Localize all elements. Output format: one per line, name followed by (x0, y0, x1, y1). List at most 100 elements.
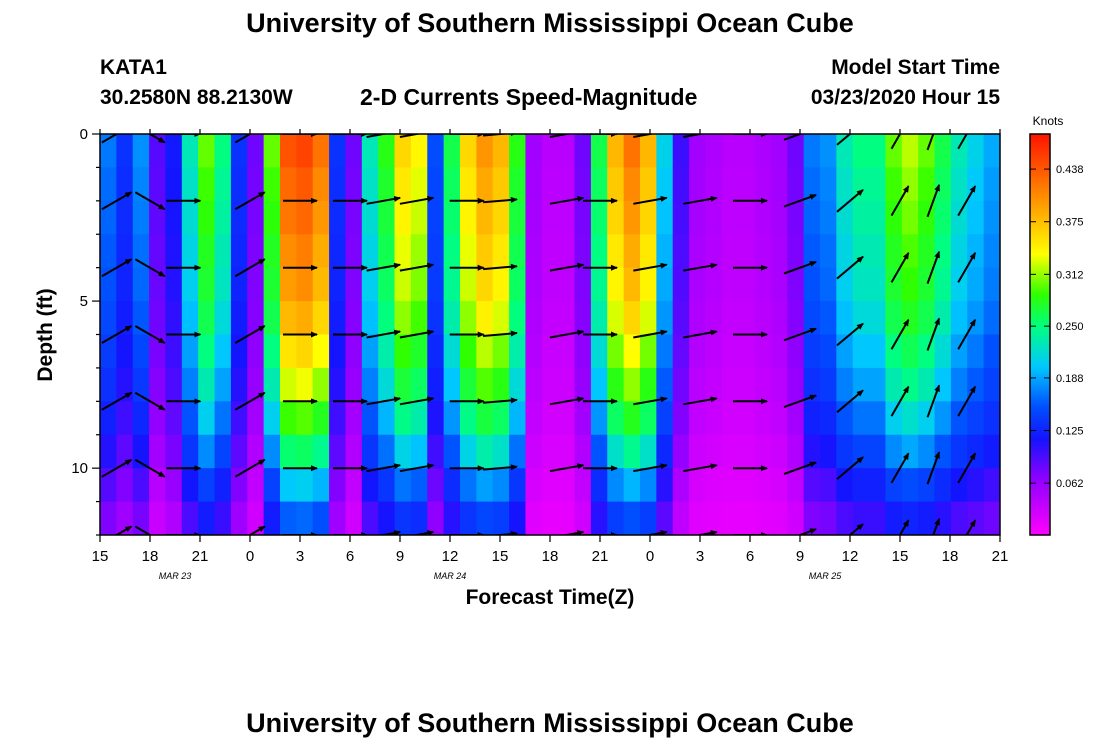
heatmap-cell (623, 501, 641, 535)
heatmap-cell (509, 167, 527, 202)
heatmap-cell (803, 367, 821, 402)
heatmap-cell (770, 367, 788, 402)
current-arrow (965, 519, 977, 535)
heatmap-cell (950, 167, 968, 202)
heatmap-cell (705, 501, 723, 535)
x-tick-label: 3 (696, 548, 704, 565)
heatmap-cell (296, 134, 314, 169)
current-arrow (836, 322, 864, 347)
heatmap-cell (770, 167, 788, 202)
heatmap-cell (950, 501, 968, 535)
heatmap-cell (836, 434, 854, 469)
heatmap-cell (803, 200, 821, 235)
heatmap-cell (607, 334, 625, 369)
heatmap-cell (525, 501, 543, 535)
heatmap-cell (198, 501, 216, 535)
heatmap-cell (378, 134, 396, 169)
heatmap-cell (410, 267, 428, 302)
current-arrow (633, 329, 668, 339)
heatmap-cell (394, 200, 412, 235)
heatmap-cell (181, 501, 199, 535)
heatmap-cell (869, 134, 887, 169)
heatmap-cell (607, 367, 625, 402)
current-arrow (366, 262, 402, 272)
heatmap-cell (361, 134, 379, 169)
heatmap-cell (901, 334, 919, 369)
heatmap-cell (394, 501, 412, 535)
heatmap-cell (443, 200, 461, 235)
heatmap-cell (149, 434, 167, 469)
heatmap-cell (427, 200, 445, 235)
heatmap-cell (427, 501, 445, 535)
heatmap-cell (361, 367, 379, 402)
heatmap-cell (869, 501, 887, 535)
heatmap-cell (525, 200, 543, 235)
heatmap-cell (214, 267, 232, 302)
heatmap-cell (345, 134, 363, 169)
heatmap-cell (754, 468, 772, 503)
current-arrow (957, 134, 968, 150)
current-arrow (890, 318, 910, 350)
heatmap-cell (443, 301, 461, 336)
heatmap-cell (460, 134, 477, 169)
heatmap-cell (492, 267, 510, 302)
heatmap-cell (656, 468, 674, 503)
heatmap-cell (492, 434, 510, 469)
heatmap-cell (901, 167, 919, 202)
heatmap-cell (852, 134, 870, 169)
heatmap-cell (181, 334, 199, 369)
current-arrow (957, 252, 977, 283)
heatmap-cell (427, 468, 445, 503)
heatmap-cell (820, 468, 837, 503)
current-arrow (898, 519, 910, 535)
heatmap-cell (492, 200, 510, 235)
heatmap-cell (230, 401, 248, 436)
heatmap-cell (836, 501, 854, 535)
heatmap-cell (296, 401, 314, 436)
current-arrow (890, 252, 910, 283)
x-tick-label: 9 (396, 548, 404, 565)
heatmap-cell (165, 134, 183, 169)
heatmap-cell (312, 434, 330, 469)
heatmap-cell (934, 501, 952, 535)
heatmap-cell (100, 468, 117, 503)
date-label: MAR 23 (159, 571, 192, 581)
station-id: KATA1 (100, 56, 167, 79)
heatmap-cell (901, 501, 919, 535)
heatmap-cell (132, 200, 150, 235)
current-arrow (366, 329, 402, 339)
heatmap-cell (967, 334, 985, 369)
heatmap-cell (296, 334, 314, 369)
heatmap-cell (198, 401, 216, 436)
heatmap-cell (623, 134, 641, 169)
heatmap-cell (329, 301, 347, 336)
heatmap-cell (689, 468, 707, 503)
heatmap-cell (607, 468, 625, 503)
heatmap-cell (705, 134, 723, 169)
heatmap-cell (590, 200, 608, 235)
heatmap-cell (705, 401, 723, 436)
heatmap-cell (983, 267, 1000, 302)
heatmap-cell (738, 434, 756, 469)
model-start-label: Model Start Time (831, 56, 1000, 79)
heatmap-cell (689, 367, 707, 402)
heatmap-cell (263, 401, 281, 436)
heatmap-cell (918, 134, 936, 169)
heatmap-cell (787, 334, 805, 369)
heatmap-cell (541, 434, 559, 469)
heatmap-cell (132, 267, 150, 302)
heatmap-cell (640, 501, 657, 535)
current-arrow (836, 255, 864, 280)
heatmap-cell (656, 301, 674, 336)
heatmap-cell (820, 301, 837, 336)
heatmap-cell (820, 434, 837, 469)
heatmap-cell (427, 134, 445, 169)
heatmap-cell (427, 167, 445, 202)
heatmap-cell (689, 434, 707, 469)
heatmap-cell (460, 301, 477, 336)
heatmap-cell (198, 234, 216, 269)
heatmap-cell (836, 301, 854, 336)
heatmap-cell (492, 468, 510, 503)
heatmap-cell (509, 334, 527, 369)
heatmap-cell (100, 134, 117, 169)
